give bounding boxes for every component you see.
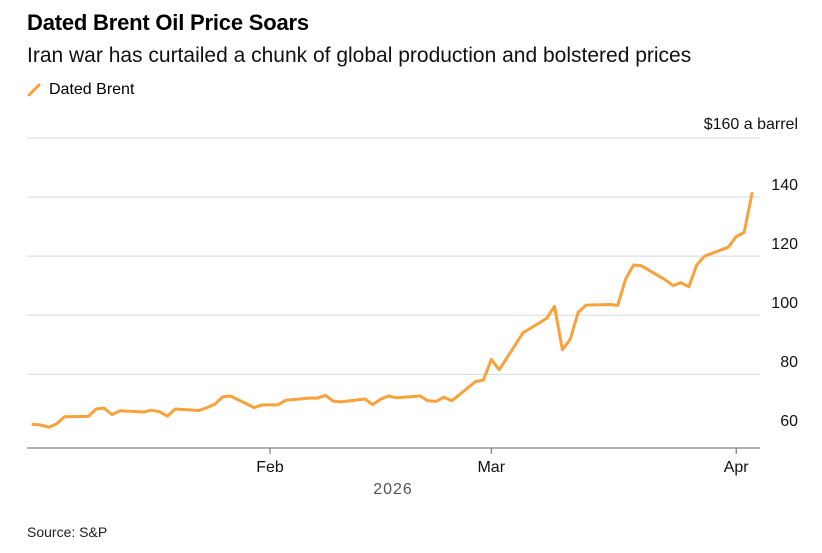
y-tick-label-80: 80	[780, 354, 798, 371]
y-tick-label-120: 120	[771, 236, 798, 253]
chart-subtitle: Iran war has curtailed a chunk of global…	[27, 44, 692, 67]
y-tick-label-140: 140	[771, 177, 798, 194]
x-tick-label-mar: Mar	[477, 459, 505, 476]
legend: Dated Brent	[27, 81, 134, 99]
legend-line-icon	[27, 83, 41, 97]
series-line-dated-brent	[31, 192, 754, 429]
y-tick-label-60: 60	[780, 413, 798, 430]
x-tick-label-apr: Apr	[724, 459, 750, 476]
legend-label: Dated Brent	[49, 81, 135, 98]
y-unit-label: $160 a barrel	[704, 116, 798, 133]
x-year-label: 2026	[373, 481, 413, 498]
chart-title: Dated Brent Oil Price Soars	[27, 10, 309, 35]
y-tick-label-100: 100	[771, 295, 798, 312]
source-note: Source: S&P	[27, 524, 108, 540]
x-tick-label-feb: Feb	[256, 459, 284, 476]
